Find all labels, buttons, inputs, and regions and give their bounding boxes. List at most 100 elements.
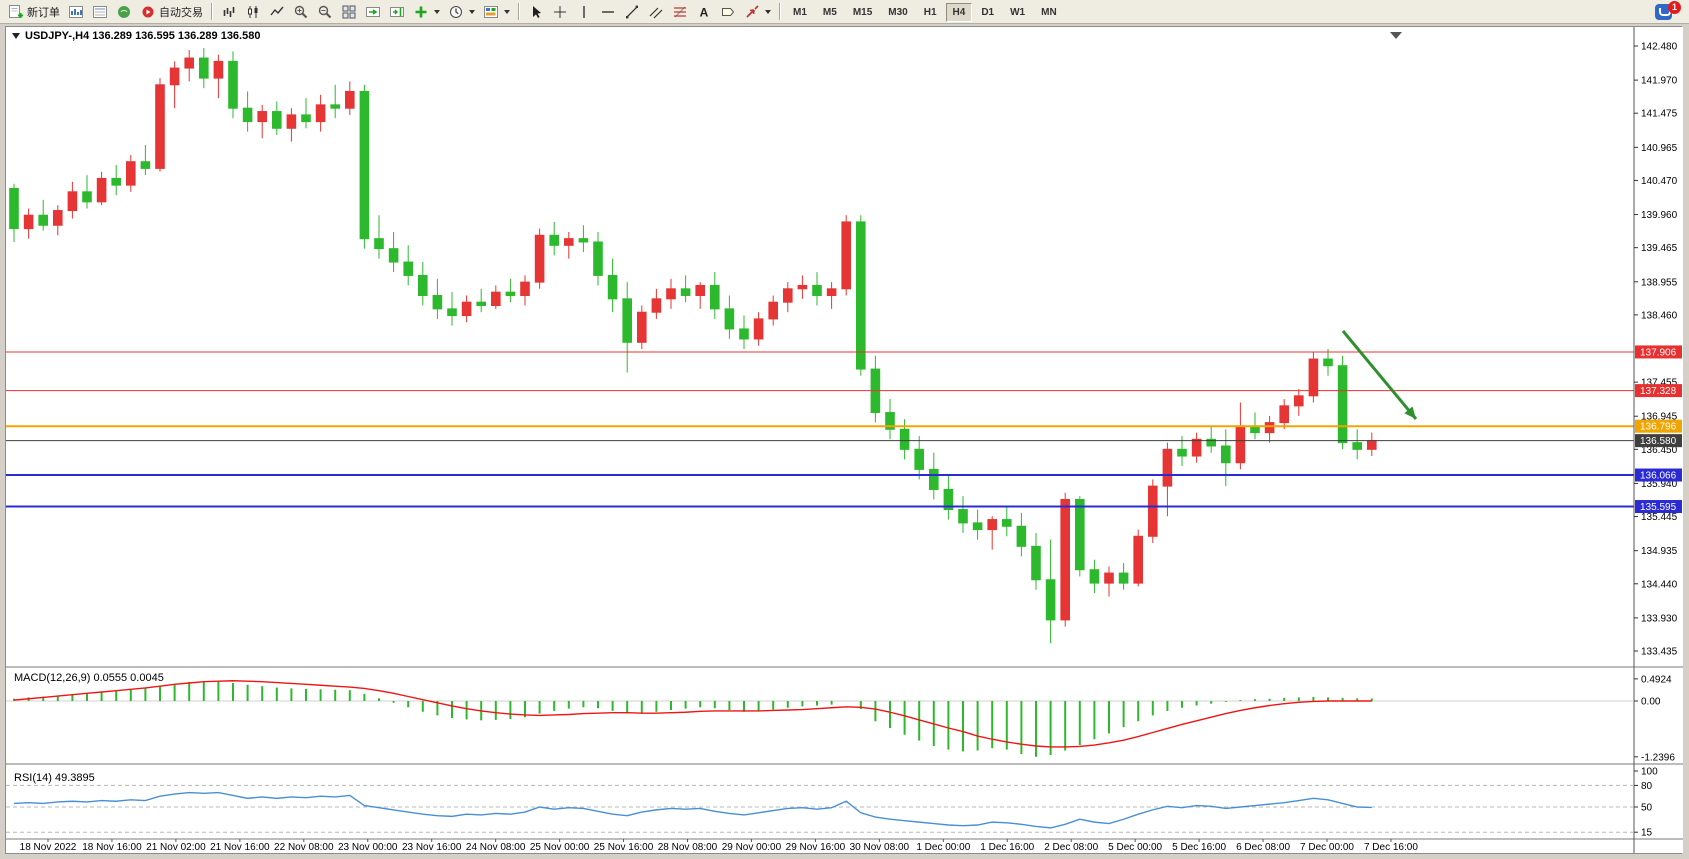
svg-text:136.796: 136.796 [1640, 422, 1677, 433]
tile-windows-button[interactable] [337, 2, 361, 22]
candlestick-chart-button[interactable] [241, 2, 265, 22]
zoom-out-button[interactable] [313, 2, 337, 22]
vertical-line-tool-button[interactable] [572, 2, 596, 22]
svg-text:28 Nov 08:00: 28 Nov 08:00 [658, 842, 718, 853]
text-tool-button[interactable]: A [692, 2, 716, 22]
svg-text:138.955: 138.955 [1641, 277, 1678, 288]
svg-text:22 Nov 08:00: 22 Nov 08:00 [274, 842, 334, 853]
timeframe-d1[interactable]: D1 [974, 3, 1001, 22]
svg-text:137.455: 137.455 [1641, 378, 1678, 389]
fibonacci-tool-button[interactable] [668, 2, 692, 22]
svg-text:30 Nov 08:00: 30 Nov 08:00 [850, 842, 910, 853]
svg-text:24 Nov 08:00: 24 Nov 08:00 [466, 842, 526, 853]
zoom-out-icon [317, 4, 333, 20]
svg-text:133.435: 133.435 [1641, 647, 1678, 658]
toolbar-separator [518, 3, 520, 20]
svg-text:136.580: 136.580 [1640, 436, 1677, 447]
navigator-button[interactable] [112, 2, 136, 22]
timeframe-w1[interactable]: W1 [1003, 3, 1032, 22]
text-label-icon [720, 4, 736, 20]
svg-text:80: 80 [1641, 781, 1653, 792]
auto-scroll-icon [365, 4, 381, 20]
trendline-icon [624, 4, 640, 20]
trendline-tool-button[interactable] [620, 2, 644, 22]
arrows-tool-button[interactable] [740, 2, 775, 22]
svg-text:-1.2396: -1.2396 [1641, 752, 1675, 763]
chart-window[interactable]: 142.480 141.970 141.475 140.965 140.470 139.9… [5, 26, 1683, 854]
timeframe-h4[interactable]: H4 [945, 2, 973, 22]
navigator-icon [116, 4, 132, 20]
chart-shift-icon [389, 4, 405, 20]
data-window-icon [92, 4, 108, 20]
cursor-icon [528, 4, 544, 20]
svg-text:25 Nov 16:00: 25 Nov 16:00 [594, 842, 654, 853]
svg-text:6 Dec 08:00: 6 Dec 08:00 [1236, 842, 1290, 853]
svg-text:136.450: 136.450 [1641, 445, 1678, 456]
vertical-line-icon [576, 4, 592, 20]
bar-chart-button[interactable] [217, 2, 241, 22]
svg-text:137.906: 137.906 [1640, 347, 1677, 358]
svg-text:23 Nov 16:00: 23 Nov 16:00 [402, 842, 462, 853]
equidistant-channel-icon [648, 4, 664, 20]
auto-scroll-button[interactable] [361, 2, 385, 22]
svg-text:139.465: 139.465 [1641, 243, 1678, 254]
cursor-tool-button[interactable] [524, 2, 548, 22]
svg-text:29 Nov 00:00: 29 Nov 00:00 [722, 842, 782, 853]
svg-text:1 Dec 00:00: 1 Dec 00:00 [916, 842, 970, 853]
line-chart-button[interactable] [265, 2, 289, 22]
toolbar-separator [211, 3, 213, 20]
timeframe-m15[interactable]: M15 [846, 3, 879, 22]
svg-text:MACD(12,26,9) 0.0555 0.0045: MACD(12,26,9) 0.0555 0.0045 [14, 672, 164, 684]
autotrading-button[interactable]: 自动交易 [136, 2, 207, 22]
svg-text:18 Nov 2022: 18 Nov 2022 [20, 842, 77, 853]
timeframe-h1[interactable]: H1 [917, 3, 944, 22]
text-label-tool-button[interactable] [716, 2, 740, 22]
notifications-button[interactable]: 1 [1655, 0, 1681, 22]
horizontal-line-tool-button[interactable] [596, 2, 620, 22]
timeframe-m5[interactable]: M5 [816, 3, 844, 22]
svg-text:25 Nov 00:00: 25 Nov 00:00 [530, 842, 590, 853]
svg-text:0.00: 0.00 [1641, 697, 1661, 708]
svg-text:135.595: 135.595 [1640, 502, 1677, 513]
svg-text:18 Nov 16:00: 18 Nov 16:00 [82, 842, 142, 853]
svg-text:23 Nov 00:00: 23 Nov 00:00 [338, 842, 398, 853]
indicators-button[interactable] [409, 2, 444, 22]
chevron-down-icon [765, 9, 771, 14]
toolbar-separator [779, 3, 781, 20]
new-order-button[interactable]: 新订单 [4, 2, 64, 22]
crosshair-icon [552, 4, 568, 20]
channel-tool-button[interactable] [644, 2, 668, 22]
chart-title-text: USDJPY-,H4 136.289 136.595 136.289 136.5… [25, 30, 261, 42]
chevron-down-icon [504, 9, 510, 14]
crosshair-tool-button[interactable] [548, 2, 572, 22]
autotrading-icon [140, 4, 156, 20]
svg-text:133.930: 133.930 [1641, 613, 1678, 624]
workspace: 142.480 141.970 141.475 140.965 140.470 139.9… [0, 24, 1689, 854]
timeframe-group: M1 M5 M15 M30 H1 H4 D1 W1 MN [785, 2, 1065, 22]
chart-canvas[interactable]: 142.480 141.970 141.475 140.965 140.470 139.9… [6, 27, 1683, 853]
market-watch-button[interactable] [64, 2, 88, 22]
periods-button[interactable] [444, 2, 479, 22]
svg-text:142.480: 142.480 [1641, 42, 1678, 53]
svg-text:7 Dec 16:00: 7 Dec 16:00 [1364, 842, 1418, 853]
templates-button[interactable] [479, 2, 514, 22]
chart-shift-button[interactable] [385, 2, 409, 22]
svg-text:RSI(14) 49.3895: RSI(14) 49.3895 [14, 772, 95, 784]
new-order-label: 新订单 [27, 6, 60, 19]
svg-text:50: 50 [1641, 803, 1653, 814]
zoom-in-button[interactable] [289, 2, 313, 22]
svg-text:137.328: 137.328 [1640, 386, 1677, 397]
notification-badge: 1 [1668, 0, 1681, 14]
svg-text:100: 100 [1641, 767, 1658, 778]
timeframe-mn[interactable]: MN [1034, 3, 1064, 22]
timeframe-m1[interactable]: M1 [786, 3, 814, 22]
data-window-button[interactable] [88, 2, 112, 22]
svg-text:134.440: 134.440 [1641, 579, 1678, 590]
timeframe-m30[interactable]: M30 [881, 3, 914, 22]
svg-text:21 Nov 16:00: 21 Nov 16:00 [210, 842, 270, 853]
chart-menu-icon[interactable] [12, 33, 20, 39]
bar-chart-icon [221, 4, 237, 20]
svg-text:2 Dec 08:00: 2 Dec 08:00 [1044, 842, 1098, 853]
autotrading-label: 自动交易 [159, 6, 203, 19]
